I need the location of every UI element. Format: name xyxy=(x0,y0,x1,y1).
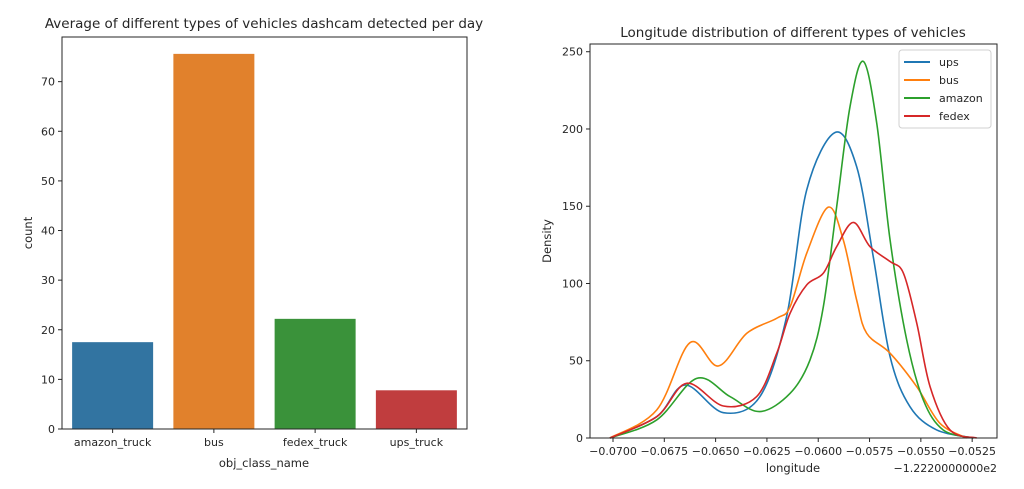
x-tick-label: −0.0600 xyxy=(794,445,842,458)
x-tick-label: amazon_truck xyxy=(74,436,152,449)
bar-bus xyxy=(173,53,255,430)
bar-marks xyxy=(72,53,457,430)
bar-chart: Average of different types of vehicles d… xyxy=(21,16,483,470)
x-tick-label: −0.0525 xyxy=(948,445,996,458)
bar-x-ticks: amazon_truck bus fedex_truck ups_truck xyxy=(74,429,444,449)
kde-line-ups xyxy=(609,131,974,439)
bar-amazon_truck xyxy=(72,342,154,429)
y-tick-label: 0 xyxy=(576,432,583,445)
kde-x-ticks: −0.0700 −0.0675 −0.0650 −0.0625 −0.0600 −0.05… xyxy=(589,438,996,458)
y-tick-label: 30 xyxy=(41,274,55,287)
x-tick-label: −0.0650 xyxy=(692,445,740,458)
kde-chart-title: Longitude distribution of different type… xyxy=(620,25,966,41)
legend-label-fedex: fedex xyxy=(939,110,970,123)
kde-line-bus xyxy=(609,206,968,439)
y-tick-label: 40 xyxy=(41,225,55,238)
legend-label-bus: bus xyxy=(939,74,959,87)
y-tick-label: 150 xyxy=(562,200,583,213)
kde-y-axis-label: Density xyxy=(540,219,554,263)
x-tick-label: −0.0675 xyxy=(640,445,688,458)
y-tick-label: 250 xyxy=(562,46,583,59)
bar-ups_truck xyxy=(375,390,457,429)
x-tick-label: ups_truck xyxy=(390,436,444,449)
x-tick-label: bus xyxy=(204,436,224,449)
y-tick-label: 60 xyxy=(41,125,55,138)
kde-axes-frame xyxy=(589,43,998,439)
x-tick-label: fedex_truck xyxy=(283,436,348,449)
y-tick-label: 0 xyxy=(48,423,55,436)
kde-line-fedex xyxy=(609,221,977,439)
legend: ups bus amazon fedex xyxy=(898,49,992,129)
kde-chart: Longitude distribution of different type… xyxy=(540,25,998,475)
bar-chart-title: Average of different types of vehicles d… xyxy=(45,16,483,32)
bar-y-ticks: 0 10 20 30 40 50 60 70 xyxy=(41,76,62,436)
y-tick-label: 50 xyxy=(569,355,583,368)
kde-line-amazon xyxy=(609,60,974,439)
x-tick-label: −0.0625 xyxy=(743,445,791,458)
y-tick-label: 100 xyxy=(562,277,583,290)
bar-axes-frame xyxy=(61,36,468,430)
kde-lines xyxy=(609,60,977,439)
y-tick-label: 50 xyxy=(41,175,55,188)
kde-y-ticks: 0 50 100 150 200 250 xyxy=(562,46,590,445)
legend-label-amazon: amazon xyxy=(939,92,983,105)
y-tick-label: 20 xyxy=(41,324,55,337)
y-tick-label: 200 xyxy=(562,123,583,136)
bar-x-axis-label: obj_class_name xyxy=(219,456,309,470)
legend-label-ups: ups xyxy=(939,56,959,69)
kde-x-offset-label: −1.2220000000e2 xyxy=(894,462,997,475)
x-tick-label: −0.0700 xyxy=(589,445,637,458)
kde-x-axis-label: longitude xyxy=(766,461,820,475)
x-tick-label: −0.0575 xyxy=(846,445,894,458)
y-tick-label: 70 xyxy=(41,76,55,89)
y-tick-label: 10 xyxy=(41,373,55,386)
bar-y-axis-label: count xyxy=(21,216,35,249)
bar-fedex_truck xyxy=(274,318,356,429)
x-tick-label: −0.0550 xyxy=(897,445,945,458)
legend-frame xyxy=(898,49,992,129)
